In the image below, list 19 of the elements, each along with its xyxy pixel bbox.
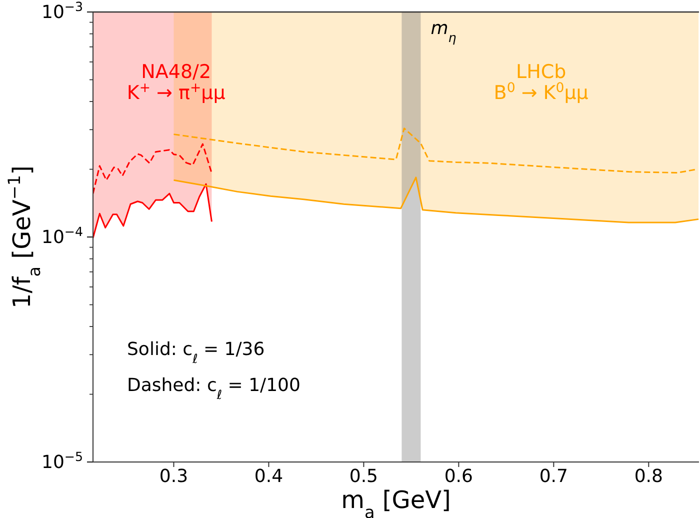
- line-series: [172, 128, 698, 174]
- x-tick-label: 0.4: [254, 466, 284, 487]
- text: NA48/2 K$^{+}$ → π$^{+}$μμ: [126, 61, 226, 104]
- line-series: [172, 176, 699, 224]
- x-tick-label: 0.7: [539, 466, 568, 487]
- x-tick-label: 0.5: [349, 466, 378, 487]
- y-tick-label: 10$^{−4}$: [42, 224, 83, 248]
- x-tick-label: 0.3: [159, 466, 188, 487]
- annotation: Dashed: c$_{ℓ}$ = 1/100: [127, 375, 300, 402]
- y-tick-label: 10$^{−3}$: [42, 0, 83, 23]
- annotation: Solid: c$_{ℓ}$ = 1/36: [127, 339, 265, 366]
- line-series: [93, 183, 212, 239]
- text: LHCb B$^{0}$ → K$^{0}$μμ: [494, 61, 588, 104]
- line-series: [93, 143, 212, 194]
- x-tick-label: 0.8: [634, 466, 663, 487]
- x-tick-label: 0.6: [444, 466, 474, 487]
- band-label: m$_{η}$: [430, 18, 456, 44]
- x-axis-title: m$_{a}$ [GeV]: [341, 486, 451, 518]
- y-tick-label: 10$^{−5}$: [42, 448, 83, 473]
